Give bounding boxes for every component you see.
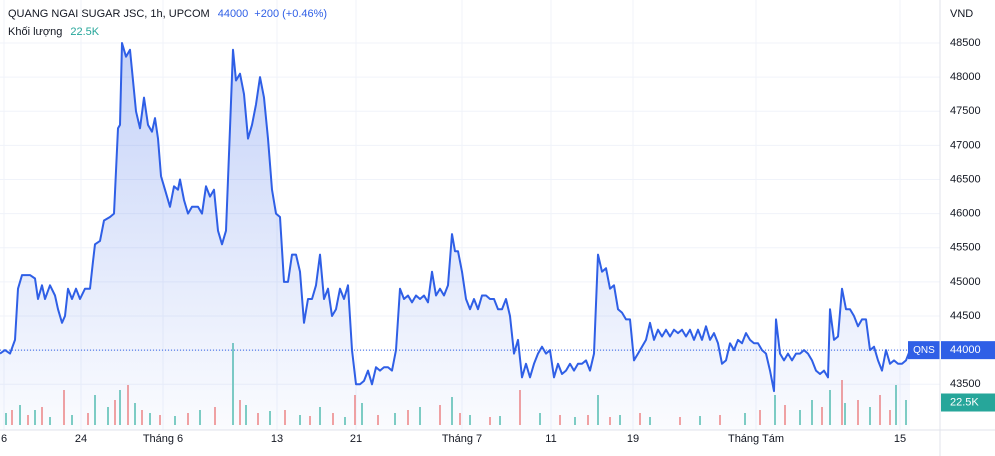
axes: 43500 44000 44500 45000 45500 46000 46500 47000… [1, 37, 995, 445]
y-tick-label: 47000 [950, 139, 981, 151]
x-tick-label: 6 [1, 433, 7, 445]
x-tick-label: Tháng 6 [143, 433, 183, 445]
x-tick-label: 13 [271, 433, 283, 445]
price-change: +200 (+0.46%) [254, 8, 327, 20]
volume-badge-label: 22.5K [950, 396, 979, 408]
y-tick-label: 44500 [950, 310, 981, 322]
price-line [0, 42, 911, 393]
volume-label: Khối lượng [8, 26, 62, 38]
x-tick-label: 21 [350, 433, 362, 445]
y-tick-label: 48500 [950, 37, 981, 49]
symbol-badge [908, 341, 940, 360]
x-tick-label: Tháng Tám [728, 433, 784, 445]
y-tick-label: 45000 [950, 276, 981, 288]
price-area [0, 43, 910, 430]
price-badge [941, 341, 995, 360]
y-tick-label: 46000 [950, 208, 981, 220]
volume-last: 22.5K [70, 26, 99, 38]
y-tick-label: 45500 [950, 242, 981, 254]
x-tick-label: Tháng 7 [442, 433, 482, 445]
y-tick-label: 48000 [950, 71, 981, 83]
y-tick-label: 46500 [950, 173, 981, 185]
volume-badge [941, 393, 995, 412]
x-tick-label: 24 [75, 433, 87, 445]
chart-title: QUANG NGAI SUGAR JSC, 1h, UPCOM [8, 8, 210, 20]
price-series [0, 42, 940, 430]
x-tick-label: 11 [545, 433, 556, 445]
price-badge-label: 44000 [950, 344, 981, 356]
x-tick-label: 15 [894, 433, 906, 445]
y-tick-label: 47500 [950, 105, 981, 117]
x-tick-label: 19 [627, 433, 639, 445]
y-axis-unit: VND [950, 8, 973, 20]
last-price: 44000 [218, 8, 249, 20]
y-tick-label: 43500 [950, 378, 981, 390]
symbol-badge-label: QNS [913, 345, 935, 356]
